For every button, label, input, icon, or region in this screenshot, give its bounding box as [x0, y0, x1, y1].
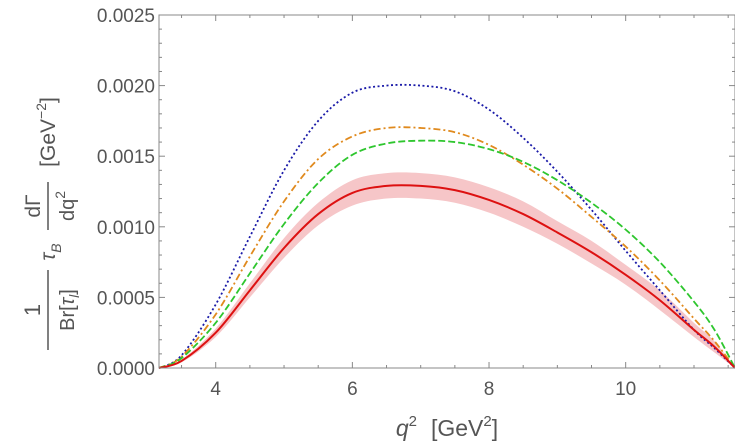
y-label-unit: [GeV−2]	[33, 97, 60, 167]
series-blue-dotted	[158, 83, 735, 369]
x-axis-unit-open: [GeV	[431, 415, 484, 441]
y-label-tau-sub: B	[48, 243, 64, 252]
y-tick-label: 0.0000	[97, 359, 155, 380]
y-label-frac2-num: dΓ	[22, 194, 45, 217]
plot-area	[158, 83, 735, 369]
x-tick-label: 10	[615, 379, 636, 400]
x-tick-label: 4	[210, 379, 221, 400]
y-tick-label: 0.0010	[97, 218, 155, 239]
x-tick-label: 6	[347, 379, 358, 400]
y-label-frac1-num: 1	[20, 304, 45, 316]
x-axis-variable: q	[396, 415, 409, 441]
y-label-unit-open: [GeV	[37, 119, 60, 167]
y-label-unit-sup: −2	[33, 103, 49, 119]
series-orange-dashdot	[158, 126, 735, 369]
x-axis-label: q2 [GeV2]	[396, 413, 498, 441]
y-label-unit-close: ]	[37, 97, 60, 103]
series-green-dashed	[158, 139, 735, 369]
y-label-frac1-den: Br[τl]	[57, 289, 82, 331]
y-label-dq: dq	[57, 199, 79, 221]
y-label-tau-b: τB	[37, 243, 64, 260]
y-label-tau: τ	[37, 252, 60, 261]
series-red-solid	[158, 184, 735, 369]
plot-frame	[158, 14, 735, 369]
y-tick-label: 0.0020	[97, 77, 155, 98]
y-tick-label: 0.0025	[97, 6, 155, 27]
y-label-br-close: ]	[57, 289, 79, 295]
y-label-br: Br[	[57, 305, 79, 331]
y-label-frac2-den: dq2	[52, 191, 79, 221]
y-label-dq-sup: 2	[52, 191, 68, 199]
x-axis-unit-sup: 2	[483, 413, 491, 430]
y-axis-label: 1 Br[τl] τB dΓ dq2 [GeV−2]	[20, 97, 82, 350]
y-label-tau-l: τ	[57, 296, 79, 305]
band-red-solid	[159, 172, 735, 368]
y-label-tau-l-sub: l	[66, 294, 82, 298]
y-tick-label: 0.0005	[97, 288, 155, 309]
axis-ticks: 4 6 8 10 0.0000 0.0005 0.0010 0.0015 0.0020 0.002…	[97, 6, 735, 400]
x-axis-unit-close: ]	[492, 415, 498, 441]
x-axis-variable-sup: 2	[409, 413, 417, 430]
x-tick-label: 8	[484, 379, 495, 400]
y-tick-label: 0.0015	[97, 147, 155, 168]
